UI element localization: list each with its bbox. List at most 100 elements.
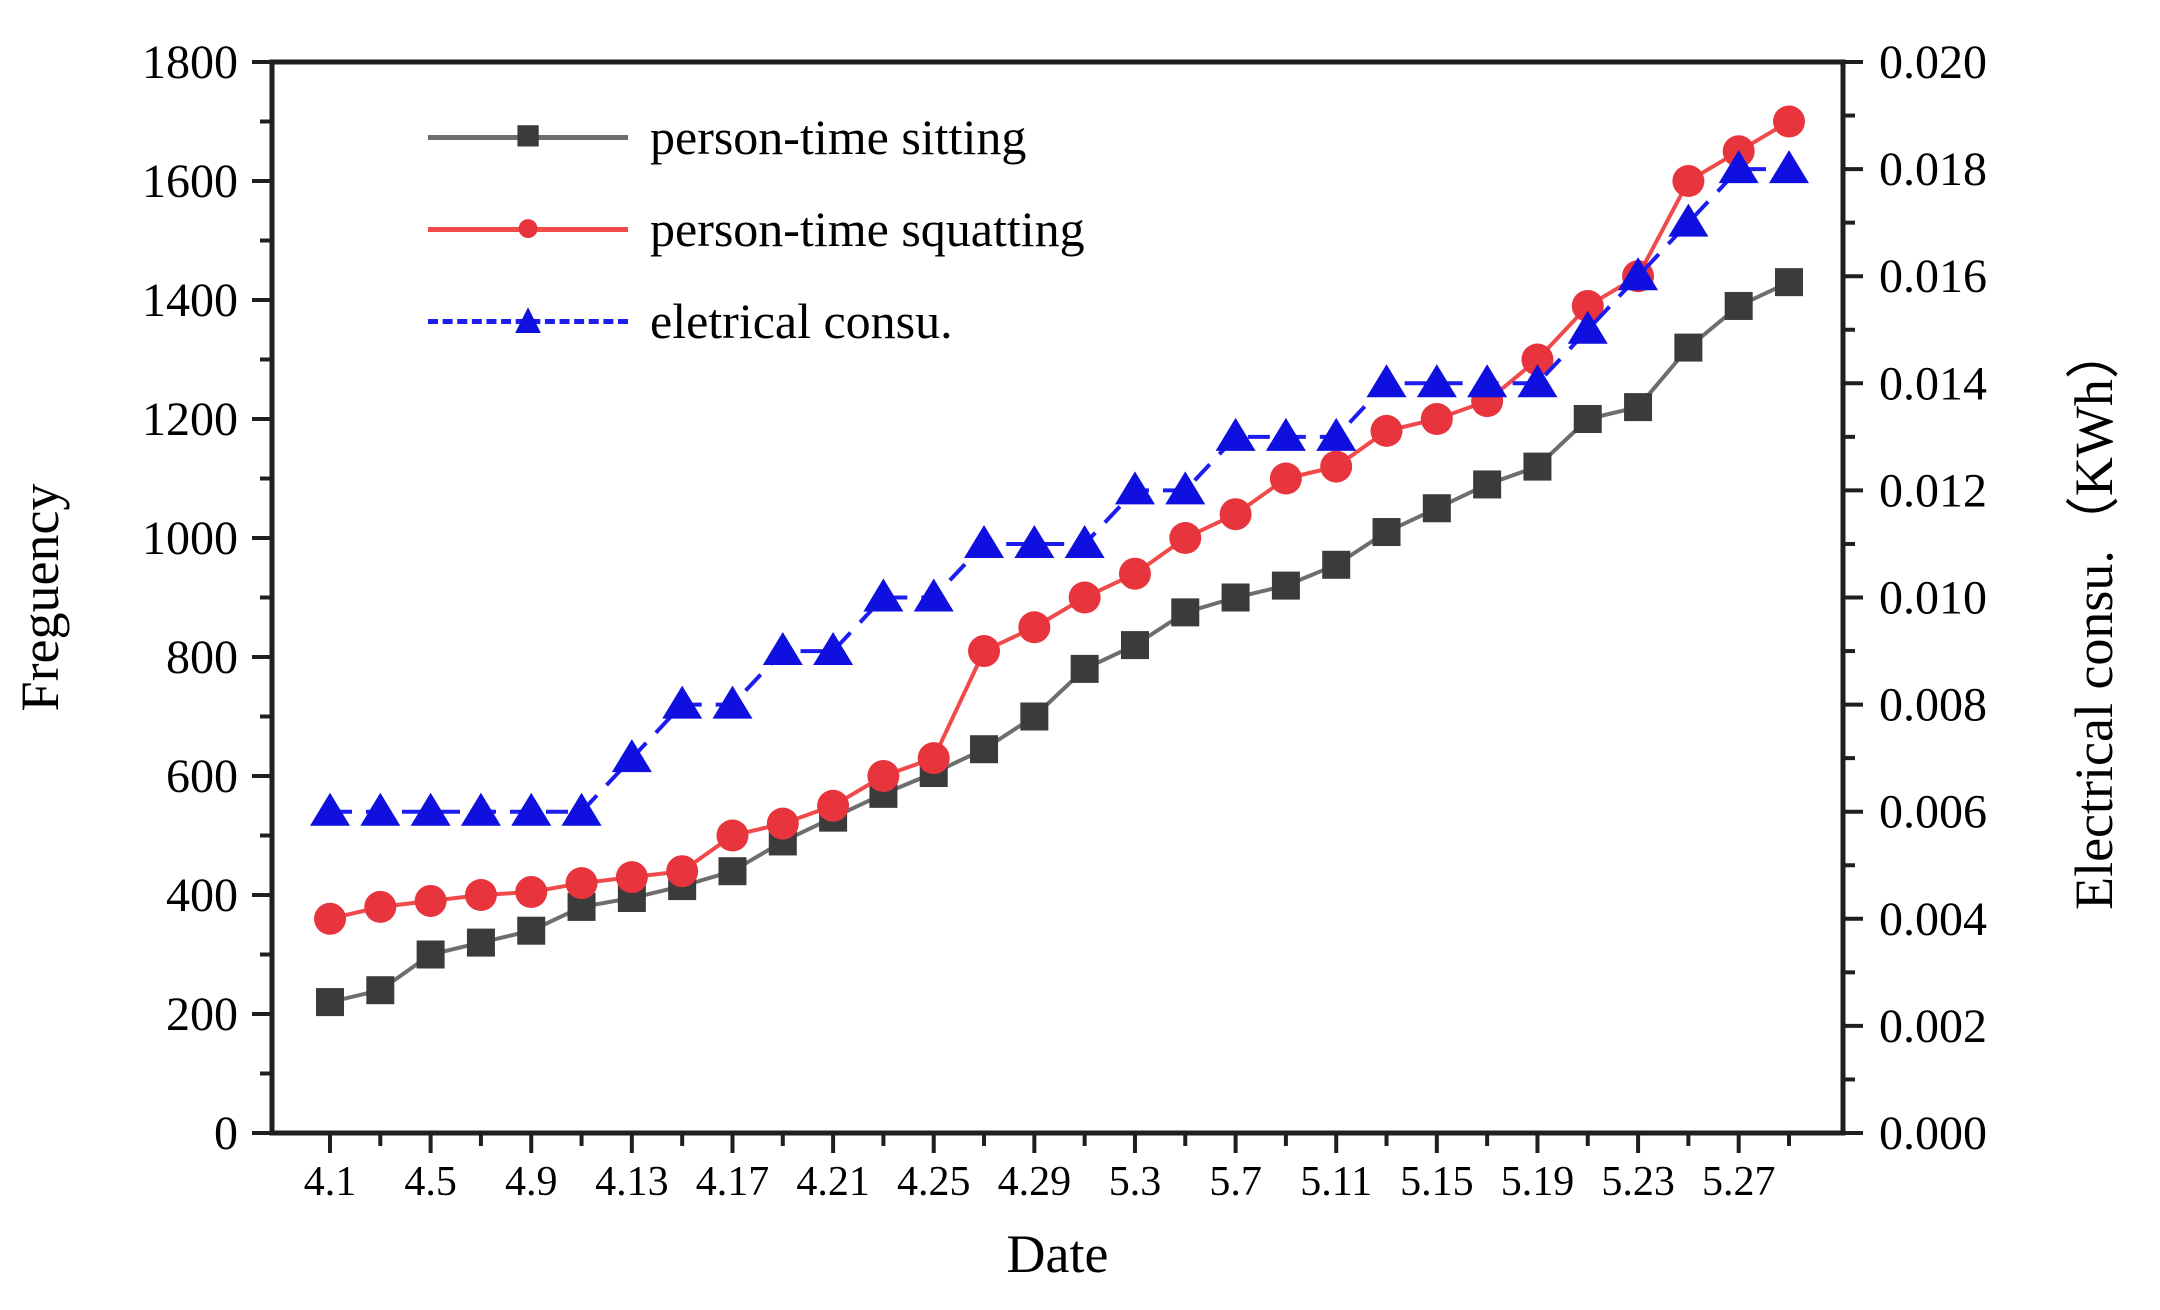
x-tick-label: 5.27: [1702, 1159, 1776, 1205]
marker-triangle: [611, 739, 652, 773]
legend-label: eletrical consu.: [650, 293, 953, 349]
marker-triangle: [1769, 150, 1809, 184]
y-left-axis-title: Freguency: [10, 484, 70, 712]
marker-square: [466, 928, 495, 957]
marker-triangle: [1014, 524, 1055, 558]
marker-triangle: [410, 792, 451, 826]
marker-triangle: [1114, 471, 1155, 505]
marker-square: [1322, 550, 1351, 579]
marker-square: [1523, 452, 1552, 481]
marker-square: [1372, 518, 1401, 547]
marker-circle: [1773, 105, 1805, 138]
left-tick-label: 1400: [142, 274, 238, 327]
marker-circle: [364, 890, 397, 923]
marker-square: [718, 857, 747, 886]
marker-circle: [716, 819, 749, 852]
y-right-axis-title: Electrical consu.（KWh）: [2064, 325, 2124, 910]
marker-circle: [968, 635, 1001, 668]
right-tick-label: 0.000: [1879, 1107, 1987, 1160]
marker-triangle: [712, 685, 753, 719]
marker-circle: [817, 789, 850, 822]
right-tick-label: 0.016: [1879, 250, 1987, 303]
marker-circle: [1571, 289, 1604, 322]
legend-item-sitting: ■ person-time sitting: [428, 96, 1085, 178]
marker-square: [1573, 405, 1602, 433]
marker-triangle: [360, 792, 401, 826]
x-tick-label: 4.21: [796, 1159, 870, 1205]
marker-square: [1624, 393, 1653, 422]
marker-square: [1070, 654, 1099, 683]
x-tick-label: 4.17: [696, 1159, 770, 1205]
x-tick-label: 4.1: [304, 1159, 357, 1205]
x-tick-label: 5.19: [1501, 1159, 1575, 1205]
x-tick-label: 4.29: [998, 1159, 1072, 1205]
right-tick-label: 0.018: [1879, 143, 1987, 196]
left-tick-label: 800: [166, 631, 238, 684]
series-line-triangle: [330, 167, 1789, 814]
marker-circle: [917, 742, 950, 775]
marker-square: [1171, 598, 1200, 627]
marker-triangle: [1366, 364, 1407, 398]
marker-triangle: [913, 578, 954, 612]
x-tick-label: 4.25: [897, 1159, 971, 1205]
series-line-square: [329, 280, 1790, 1005]
marker-triangle: [1618, 257, 1659, 291]
legend-item-electrical: ▲ eletrical consu.: [428, 280, 1085, 362]
marker-triangle: [762, 632, 803, 666]
marker-square: [366, 976, 395, 1005]
marker-triangle: [662, 685, 703, 719]
marker-circle: [615, 861, 648, 894]
marker-circle: [1420, 403, 1453, 435]
x-tick-label: 5.7: [1209, 1159, 1262, 1205]
right-tick-label: 0.020: [1879, 36, 1987, 89]
marker-circle: [314, 902, 346, 935]
legend-label: person-time squatting: [650, 201, 1085, 257]
marker-triangle: [1567, 310, 1608, 344]
left-tick-label: 1200: [142, 393, 238, 446]
right-tick-label: 0.010: [1879, 572, 1987, 625]
left-tick-label: 0: [214, 1107, 238, 1160]
marker-square: [316, 988, 344, 1017]
marker-circle: [1370, 414, 1403, 447]
marker-circle: [1672, 165, 1705, 197]
marker-triangle: [863, 578, 904, 612]
marker-square: [1775, 268, 1803, 297]
marker-triangle: [1668, 203, 1709, 237]
marker-circle: [1018, 611, 1051, 644]
left-tick-label: 1800: [142, 36, 238, 89]
marker-square: [1674, 333, 1703, 362]
right-tick-label: 0.006: [1879, 786, 1987, 839]
marker-triangle: [511, 792, 552, 826]
right-tick-label: 0.002: [1879, 1000, 1987, 1053]
marker-circle: [766, 807, 799, 840]
marker-triangle: [1467, 364, 1508, 398]
x-tick-label: 5.23: [1601, 1159, 1675, 1205]
x-tick-label: 5.3: [1109, 1159, 1162, 1205]
left-tick-label: 1000: [142, 512, 238, 565]
x-tick-label: 4.5: [404, 1159, 457, 1205]
marker-circle: [666, 855, 699, 888]
legend: ■ person-time sitting ● person-time squa…: [428, 96, 1085, 362]
right-tick-label: 0.014: [1879, 357, 1987, 410]
marker-triangle: [813, 632, 854, 666]
marker-circle: [1068, 581, 1101, 614]
legend-swatch-square: ■: [428, 113, 628, 159]
marker-circle: [1219, 498, 1252, 531]
marker-square: [1422, 494, 1451, 523]
marker-circle: [1521, 343, 1554, 376]
marker-square: [1221, 583, 1250, 612]
legend-label: person-time sitting: [650, 109, 1027, 165]
legend-swatch-circle: ●: [428, 205, 628, 251]
x-tick-label: 4.13: [595, 1159, 669, 1205]
marker-square: [416, 940, 445, 969]
marker-square: [1120, 631, 1149, 660]
left-tick-label: 200: [166, 988, 238, 1041]
marker-circle: [565, 867, 598, 900]
marker-triangle: [964, 524, 1005, 558]
marker-triangle: [1517, 364, 1558, 398]
x-tick-label: 5.11: [1300, 1159, 1372, 1205]
marker-circle: [1269, 462, 1302, 495]
marker-triangle: [1718, 150, 1759, 184]
